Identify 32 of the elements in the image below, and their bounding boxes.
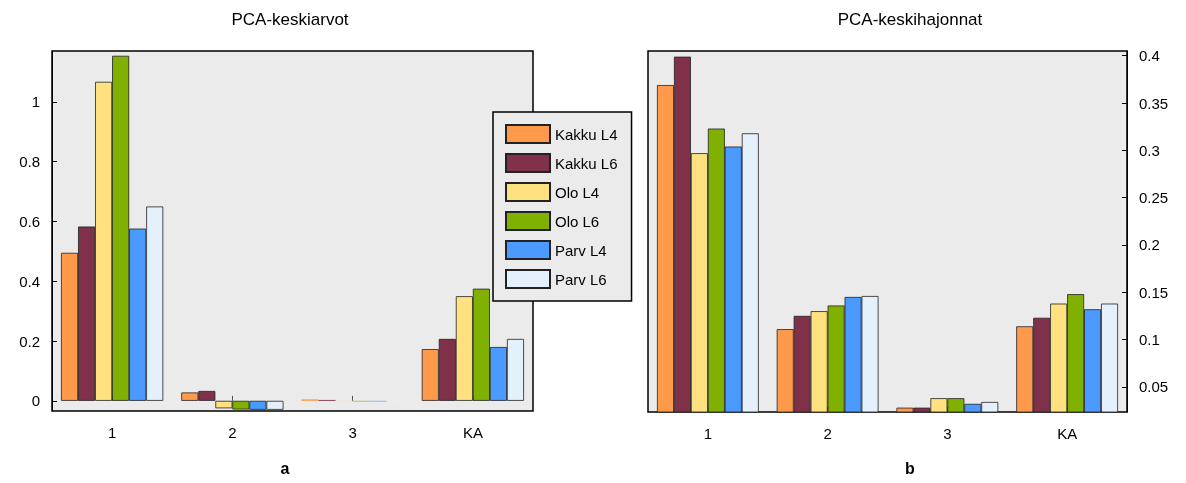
legend-label: Olo L6 — [555, 212, 600, 230]
y-tick-label: 0.4 — [19, 272, 40, 290]
y-tick-label: 0.3 — [1139, 141, 1160, 159]
x-tick-label: KA — [462, 424, 483, 441]
chart-title: PCA-keskihajonnat — [837, 10, 983, 29]
chart-title: PCA-keskiarvot — [231, 10, 349, 29]
legend-label: Parv L6 — [555, 270, 607, 288]
y-tick-label: 0.2 — [1139, 236, 1160, 254]
y-tick-label: 0 — [31, 392, 40, 410]
x-tick-label: KA — [1057, 425, 1078, 442]
y-tick-label: 0.6 — [19, 212, 40, 230]
x-tick-label: 2 — [228, 424, 237, 441]
y-tick-label: 1 — [31, 93, 40, 111]
y-tick-label: 0.2 — [19, 332, 40, 350]
text: a — [280, 459, 290, 477]
y-tick-label: 0.8 — [19, 153, 40, 171]
y-tick-label: 0.4 — [1139, 47, 1160, 65]
x-tick-label: 3 — [943, 425, 952, 442]
y-tick-label: 0.35 — [1139, 94, 1169, 112]
x-tick-label: 1 — [107, 424, 117, 441]
text: b — [905, 459, 916, 477]
legend-label: Kakku L4 — [555, 125, 618, 143]
x-tick-label: 3 — [348, 424, 357, 441]
y-tick-label: 0.05 — [1139, 378, 1169, 396]
y-tick-label: 0.15 — [1139, 283, 1169, 301]
legend-label: Olo L4 — [555, 183, 600, 201]
y-tick-label: 0.25 — [1139, 189, 1169, 207]
x-tick-label: 2 — [823, 425, 832, 442]
y-tick-label: 0.1 — [1139, 331, 1160, 349]
legend-label: Kakku L6 — [555, 154, 618, 172]
legend-label: Parv L4 — [555, 241, 607, 259]
x-tick-label: 1 — [703, 425, 713, 442]
